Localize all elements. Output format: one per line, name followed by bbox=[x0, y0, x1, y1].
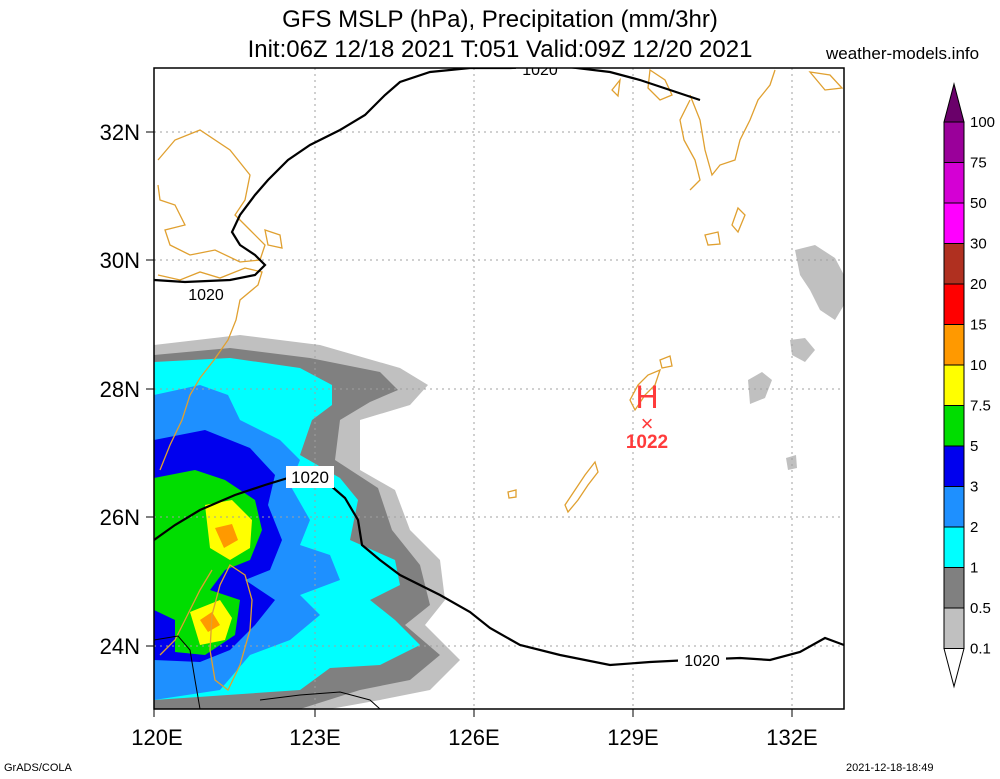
isobar-label: 1020 bbox=[522, 62, 558, 79]
site-label: weather-models.info bbox=[826, 44, 980, 63]
lat-tick-label: 32N bbox=[100, 120, 140, 145]
coast-okinawa-islet bbox=[507, 489, 517, 499]
grid-lines bbox=[154, 68, 844, 709]
isobar-label: 1020 bbox=[291, 468, 329, 487]
legend-label: 10 bbox=[970, 357, 987, 374]
legend-label: 20 bbox=[970, 276, 987, 293]
chart-subtitle: Init:06Z 12/18 2021 T:051 Valid:09Z 12/2… bbox=[247, 36, 753, 63]
legend-swatch bbox=[943, 121, 965, 163]
lat-tick-label: 26N bbox=[100, 505, 140, 530]
axis-ticks bbox=[146, 131, 793, 717]
coast-shikoku bbox=[808, 71, 844, 91]
lon-tick-label: 123E bbox=[289, 725, 340, 750]
coast-zhoushan bbox=[264, 229, 283, 249]
legend-label: 100 bbox=[970, 114, 995, 131]
legend-label: 15 bbox=[970, 317, 987, 334]
high-letter: H bbox=[635, 379, 658, 415]
legend-label: 75 bbox=[970, 155, 987, 172]
precipitation-field bbox=[154, 245, 844, 709]
legend-label: 7.5 bbox=[970, 398, 991, 415]
coast-korea-south bbox=[611, 68, 673, 101]
coast-amami bbox=[629, 368, 662, 412]
chart-title: GFS MSLP (hPa), Precipitation (mm/3hr) bbox=[282, 6, 718, 33]
high-center-marker: × bbox=[641, 411, 654, 436]
legend-label: 0.1 bbox=[970, 641, 991, 658]
legend-label: 1 bbox=[970, 560, 978, 577]
legend-swatch bbox=[943, 283, 965, 325]
lat-tick-label: 24N bbox=[100, 634, 140, 659]
lat-tick-label: 28N bbox=[100, 377, 140, 402]
legend-swatch bbox=[943, 243, 965, 285]
isobar-label: 1020 bbox=[684, 653, 720, 670]
isobar-1020-south bbox=[154, 476, 844, 667]
isobar-thin-south bbox=[154, 635, 381, 709]
legend-arrow-bottom bbox=[943, 648, 965, 689]
lon-tick-label: 132E bbox=[766, 725, 817, 750]
coast-kyushu-west bbox=[679, 99, 701, 191]
isobar-label: 1020 bbox=[188, 287, 224, 304]
generated-timestamp: 2021-12-18-18:49 bbox=[846, 762, 934, 774]
map-area: 1020 1020 1020 1020 H × 1022 bbox=[154, 62, 844, 709]
coast-tanegashima bbox=[731, 206, 746, 234]
legend-swatch bbox=[943, 526, 965, 568]
longitude-labels: 120E 123E 126E 129E 132E bbox=[131, 725, 817, 750]
precip-cell-east4 bbox=[786, 455, 797, 470]
lat-tick-label: 30N bbox=[100, 248, 140, 273]
high-pressure-center: H × 1022 bbox=[626, 379, 668, 453]
precipitation-color-legend: 100 75 50 30 20 15 10 7.5 5 3 2 1 0.5 0.1 bbox=[943, 82, 995, 689]
precip-cell-east1 bbox=[795, 245, 844, 320]
precip-cell-east2 bbox=[790, 338, 815, 362]
legend-swatch bbox=[943, 324, 965, 366]
legend-swatch bbox=[943, 445, 965, 487]
precip-10-band bbox=[200, 524, 238, 632]
legend-label: 0.5 bbox=[970, 600, 991, 617]
coast-china-south bbox=[157, 267, 263, 471]
latitude-labels: 32N 30N 28N 26N 24N bbox=[100, 120, 140, 659]
coast-amami-north bbox=[659, 355, 673, 369]
legend-swatch bbox=[943, 567, 965, 609]
legend-swatch bbox=[943, 202, 965, 244]
legend-swatch bbox=[943, 162, 965, 204]
legend-arrow-top bbox=[943, 82, 965, 123]
legend-swatch bbox=[943, 364, 965, 406]
legend-label: 2 bbox=[970, 519, 978, 536]
legend-swatch bbox=[943, 486, 965, 528]
coast-taiwan bbox=[209, 564, 253, 692]
coast-okinawa bbox=[564, 460, 599, 514]
isobar-1020-north bbox=[154, 68, 701, 284]
legend-label: 30 bbox=[970, 236, 987, 253]
high-pressure-value: 1022 bbox=[626, 432, 668, 453]
legend-swatch bbox=[943, 607, 965, 649]
lon-tick-label: 126E bbox=[448, 725, 499, 750]
coast-kyushu bbox=[689, 69, 776, 177]
software-credit: GrADS/COLA bbox=[4, 762, 72, 774]
legend-label: 50 bbox=[970, 195, 987, 212]
lon-tick-label: 129E bbox=[607, 725, 658, 750]
legend-label: 5 bbox=[970, 438, 978, 455]
legend-label: 3 bbox=[970, 479, 978, 496]
isobar-label-group: 1020 1020 1020 1020 bbox=[182, 62, 726, 670]
legend-swatch bbox=[943, 405, 965, 447]
lon-tick-label: 120E bbox=[131, 725, 182, 750]
coast-fujian bbox=[159, 569, 213, 656]
precip-cell-east3 bbox=[748, 372, 772, 404]
coast-yakushima bbox=[704, 231, 721, 246]
isobars bbox=[154, 68, 844, 709]
